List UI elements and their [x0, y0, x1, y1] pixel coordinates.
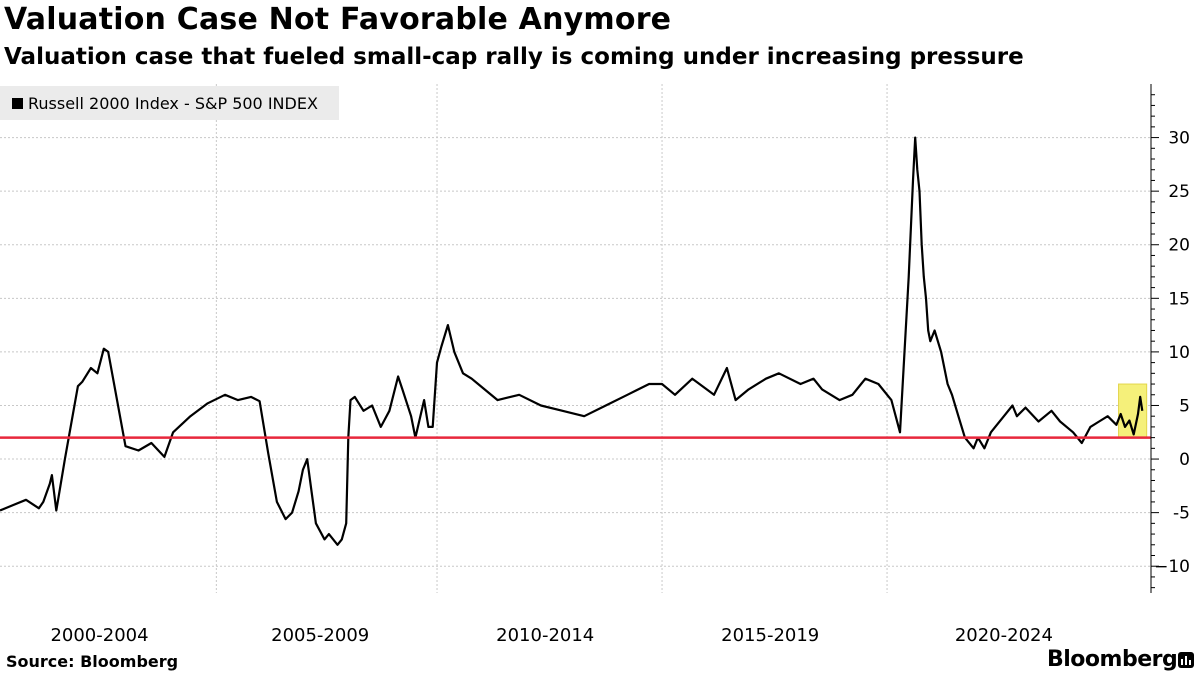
y-tick-label: 0 — [1179, 450, 1190, 470]
y-tick-label: 20 — [1168, 236, 1190, 256]
brand-logo: Bloomberg — [1047, 647, 1178, 672]
series-layer — [0, 136, 1144, 546]
x-category-label: 2000-2004 — [50, 625, 148, 646]
y-tick-label: -5 — [1173, 504, 1190, 524]
x-category-label: 2005-2009 — [271, 625, 369, 646]
series-line — [0, 136, 1144, 546]
y-tick-label: −10 — [1154, 557, 1190, 577]
y-tick-label: 10 — [1168, 343, 1190, 363]
gridlines — [0, 84, 1151, 593]
x-category-label: 2010-2014 — [496, 625, 594, 646]
bar-chart-icon — [1178, 652, 1194, 668]
chart-subtitle: Valuation case that fueled small-cap ral… — [4, 44, 1024, 70]
y-tick-label: 5 — [1179, 396, 1190, 416]
y-tick-label: 30 — [1168, 129, 1190, 149]
y-tick-label: 15 — [1168, 289, 1190, 309]
x-category-label: 2020-2024 — [955, 625, 1053, 646]
y-tick-label: 25 — [1168, 182, 1190, 202]
source-note: Source: Bloomberg — [6, 652, 179, 671]
legend: Russell 2000 Index - S&P 500 INDEX — [0, 86, 339, 120]
y-axis: −10 -5 0 5 10 15 20 25 30 — [1150, 84, 1190, 593]
legend-label: Russell 2000 Index - S&P 500 INDEX — [28, 93, 318, 113]
x-axis: 2000-2004 2005-2009 2010-2014 2015-2019 2020… — [50, 625, 1052, 646]
chart-title: Valuation Case Not Favorable Anymore — [4, 2, 672, 37]
legend-swatch — [12, 97, 23, 109]
x-category-label: 2015-2019 — [721, 625, 819, 646]
